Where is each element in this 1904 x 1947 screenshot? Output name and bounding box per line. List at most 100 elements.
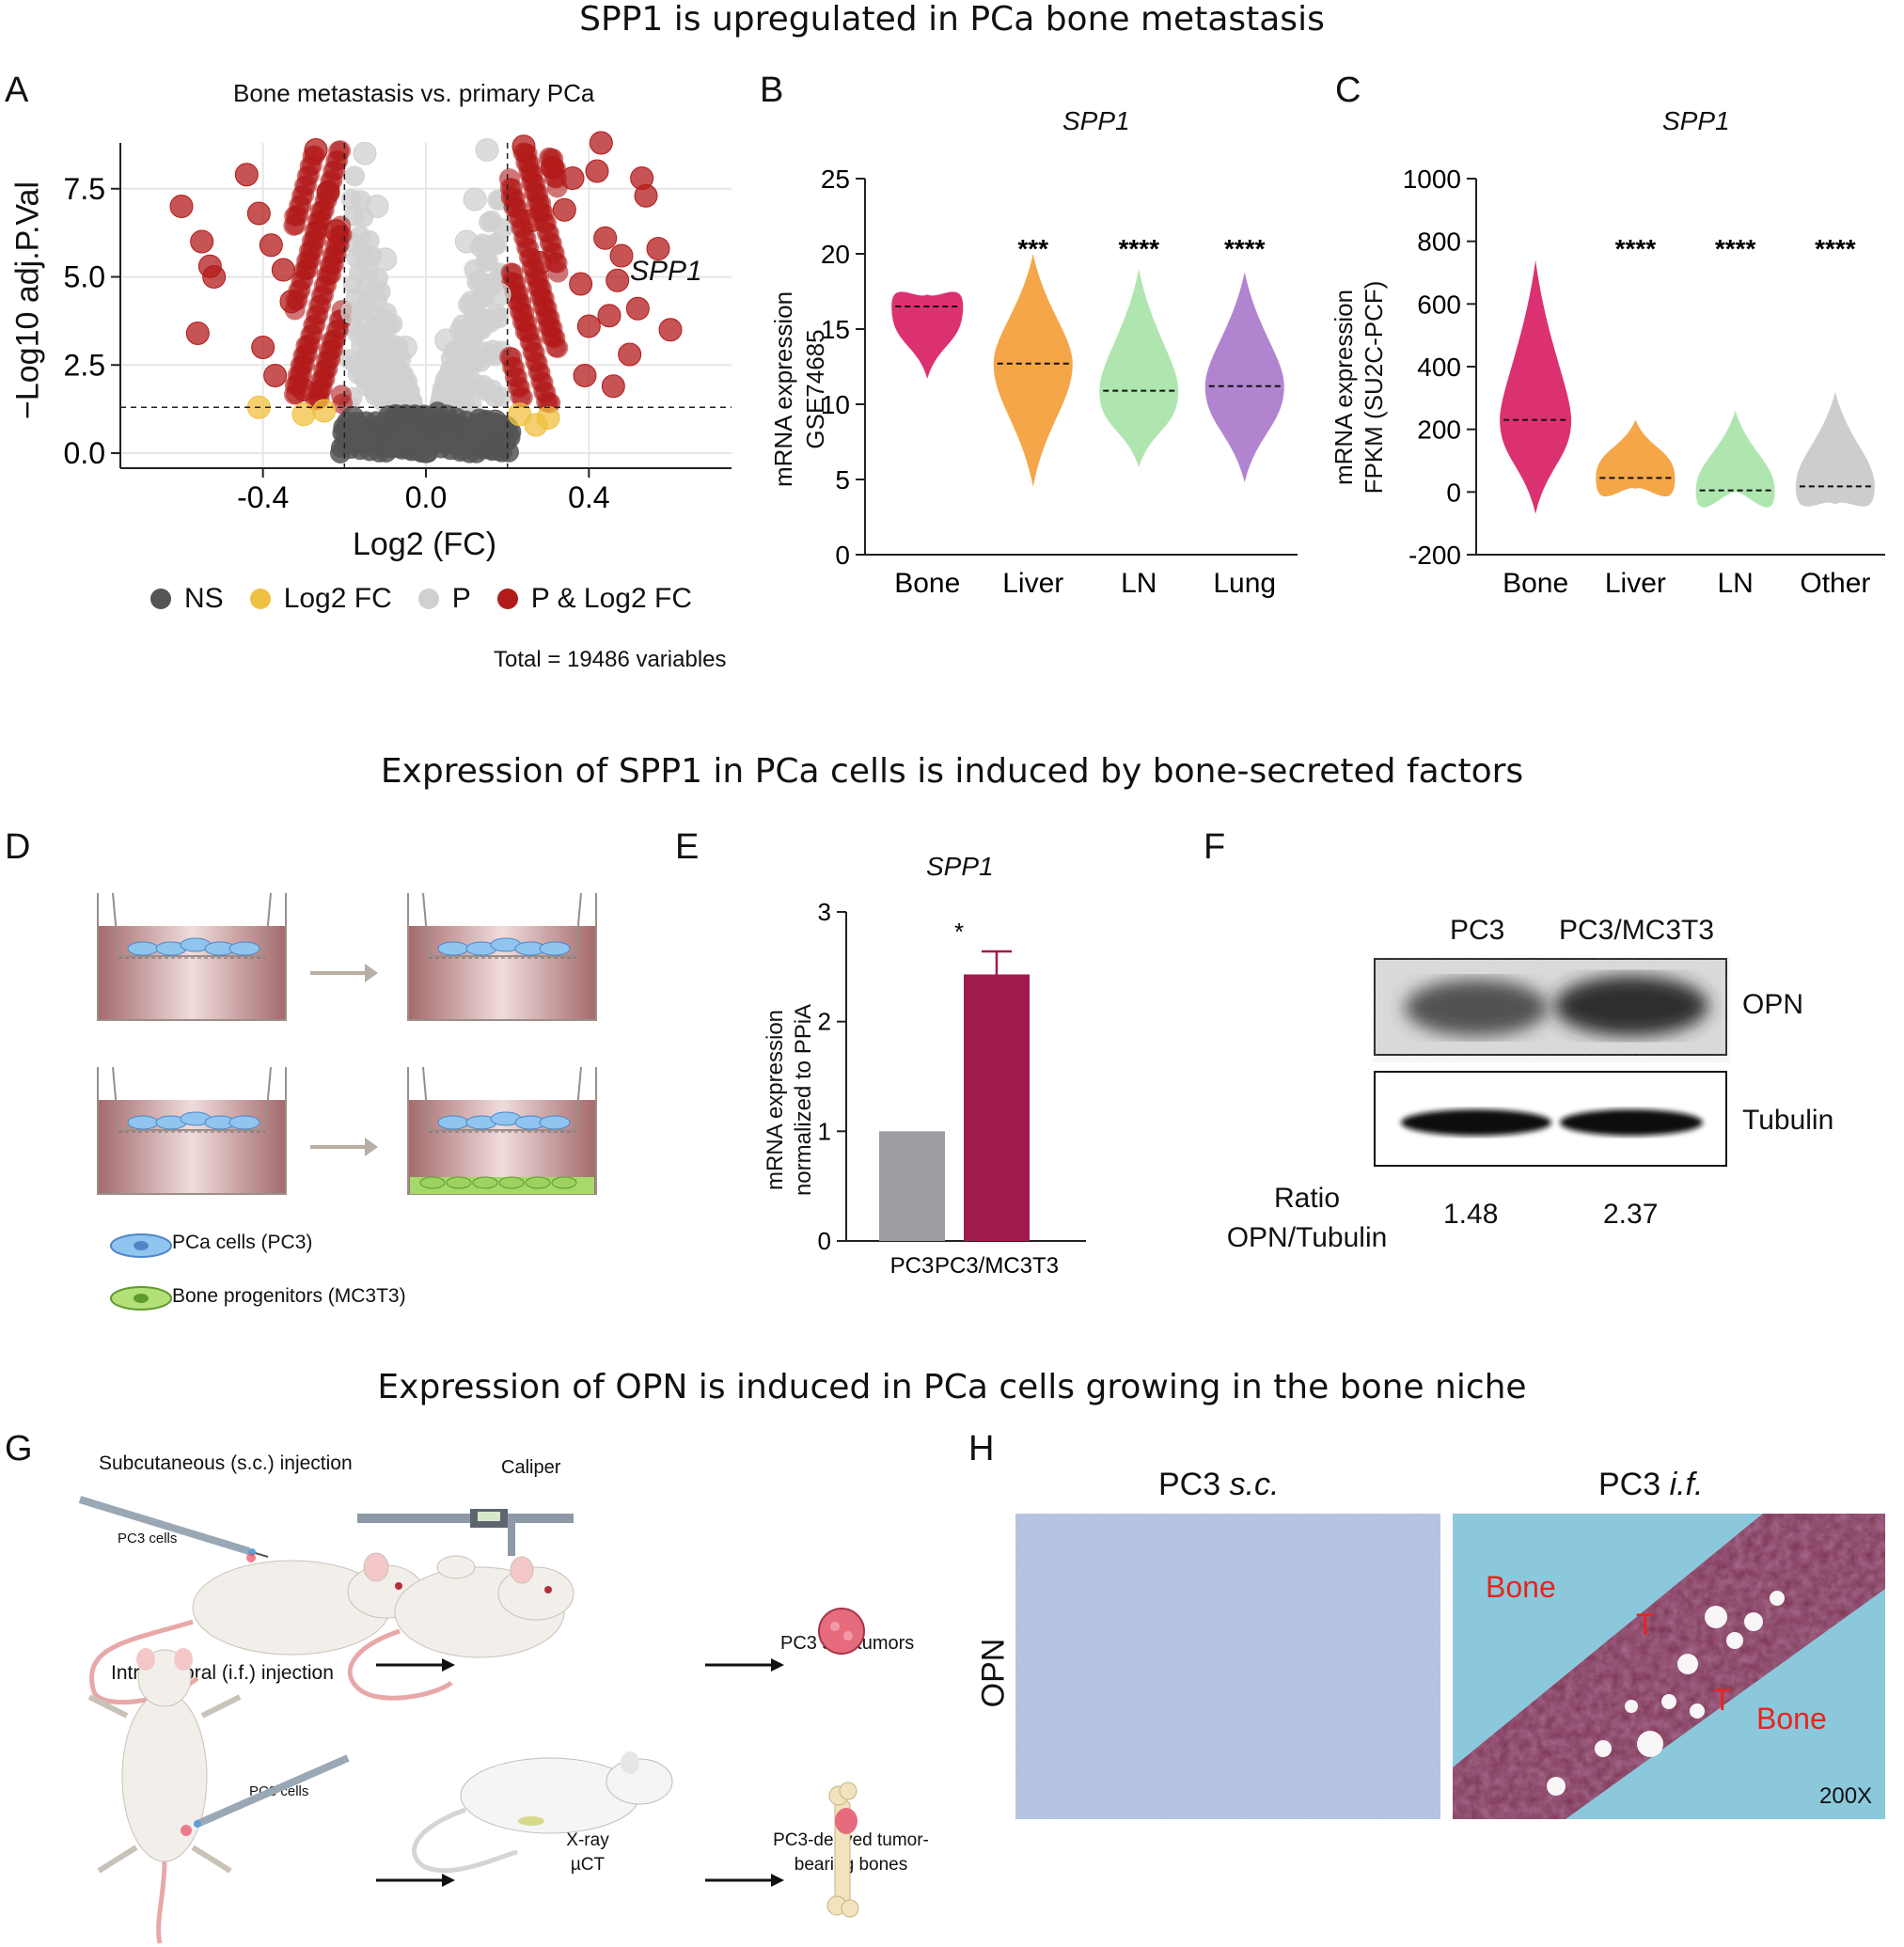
y-tick-label: 0 [835,541,850,570]
volcano-point-ns [335,426,356,447]
violin-lung [1204,272,1284,483]
panel-b-ylabel: mRNA expression GSE74685 [769,290,829,488]
y-tick-label: 400 [1417,353,1461,382]
xray-label: X-ray µCT [566,1830,609,1875]
volcano-point-sig [520,209,544,232]
y-tick-label: 25 [821,165,850,194]
violin-plot-b: 0 5 10 15 20 25 Bone Liver *** LN **** Lung **** [821,165,1298,599]
volcano-point-p [471,286,493,307]
volcano-point-sig [511,134,536,159]
y-tick-label: 800 [1417,228,1461,257]
y-tick-label: 1000 [1403,165,1461,194]
volcano-point-sig [573,364,597,387]
mouse-icon [347,1555,574,1701]
volcano-point-p [483,233,505,255]
sc-injection-label: Subcutaneous (s.c.) injection [99,1452,353,1474]
volcano-point-sig [609,243,634,268]
legend-p: P [417,583,471,615]
volcano-point-sig [263,364,288,387]
section-title-top: SPP1 is upregulated in PCa bone metastas… [579,0,1325,39]
volcano-point-ns [450,435,475,460]
well-bottom-left [97,1066,287,1195]
blot-label-tubulin: Tubulin [1742,1105,1834,1136]
volcano-point-ns [483,409,508,433]
y-tick-label: 10 [821,390,850,419]
volcano-point-sig [169,195,194,218]
volcano-legend: NS Log2 FC P P & Log2 FC [150,583,692,615]
volcano-point-p [475,251,496,273]
volcano-point-p [487,282,511,306]
panel-c-title: SPP1 [1662,106,1730,135]
y-tick-label: 20 [821,240,850,269]
volcano-point-p [344,165,366,187]
volcano-point-ns [463,420,487,444]
volcano-point-sig [552,197,576,222]
blot-col-pc3: PC3 [1450,915,1505,946]
coculture-schematic [97,892,597,1311]
volcano-point-sig [658,318,683,342]
bone-icon [826,1782,859,1918]
x-tick-label: -0.4 [237,480,289,514]
y-tick-label: -200 [1408,541,1461,570]
volcano-point-p [463,187,487,212]
panel-a-title: Bone metastasis vs. primary PCa [233,79,595,107]
legend-bone-progenitor-icon [110,1286,172,1311]
volcano-point-sig [527,251,552,275]
volcano-point-p [355,244,377,266]
category-label: Bone [894,568,960,599]
x-tick-label: 0.0 [405,480,447,514]
well-top-right [407,892,597,1021]
panel-c-ylabel: mRNA expression FPKM (SU2C-PCF) [1330,280,1388,495]
volcano-point-p [475,138,499,162]
x-tick-label: 0.4 [568,480,609,514]
y-tick-label: 0 [818,1227,831,1255]
bar-chart-e: 0 1 2 3 PC3 PC3/MC3T3 * [818,898,1086,1279]
y-tick-label: 15 [821,315,850,344]
section-title-bottom: Expression of OPN is induced in PCa cell… [377,1368,1527,1406]
well-top-left [97,892,287,1021]
significance-stars: **** [1815,234,1856,263]
volcano-point-p [348,324,370,346]
syringe-icon [194,1754,350,1828]
ihc-label-bone-1: Bone [1486,1570,1556,1604]
category-label: LN [1121,568,1157,599]
y-tick-label: 600 [1417,290,1461,319]
volcano-point-p [353,141,377,165]
volcano-point-sig [560,166,585,190]
volcano-point-p [474,341,496,363]
significance-stars: **** [1615,234,1657,263]
panel-letter-f: F [1204,827,1226,867]
volcano-ylabel: −Log10 adj.P.Val [9,181,46,420]
category-label: Other [1800,568,1870,599]
legend-bone-progenitors: Bone progenitors (MC3T3) [172,1285,406,1307]
ihc-image-if [1453,1514,1885,1819]
volcano-point-sig [593,226,618,250]
volcano-point-sig [246,201,271,226]
volcano-point-ns [414,439,438,463]
volcano-point-sig [304,138,328,162]
volcano-point-sig [502,262,524,284]
ihc-image-sc [1015,1514,1440,1819]
ratio-pc3mc3t3: 2.37 [1603,1199,1659,1230]
volcano-point-sig [601,374,625,399]
volcano-plot: -0.4 0.0 0.4 0.0 2.5 5.0 7.5 [64,131,732,514]
volcano-point-sig [190,229,214,254]
blot-label-opn: OPN [1742,989,1804,1020]
significance-stars: **** [1224,234,1266,263]
volcano-xlabel: Log2 (FC) [353,526,497,562]
volcano-point-p [451,343,473,365]
volcano-point-sig [328,140,350,162]
volcano-point-sig [251,336,275,359]
volcano-point-ns [353,427,377,451]
volcano-point-sig [271,258,295,282]
significance-stars: *** [1017,234,1048,263]
volcano-point-sig [330,385,352,406]
volcano-point-p [342,274,364,295]
violin-other [1795,391,1875,507]
ihc-left-title: PC3 s.c. [1158,1467,1280,1502]
volcano-point-p [365,195,389,218]
tubulin-blot [1374,1071,1727,1167]
panel-letter-h: H [968,1429,995,1468]
volcano-point-sig [589,131,613,155]
legend-pca-cells: PCa cells (PC3) [172,1232,313,1253]
